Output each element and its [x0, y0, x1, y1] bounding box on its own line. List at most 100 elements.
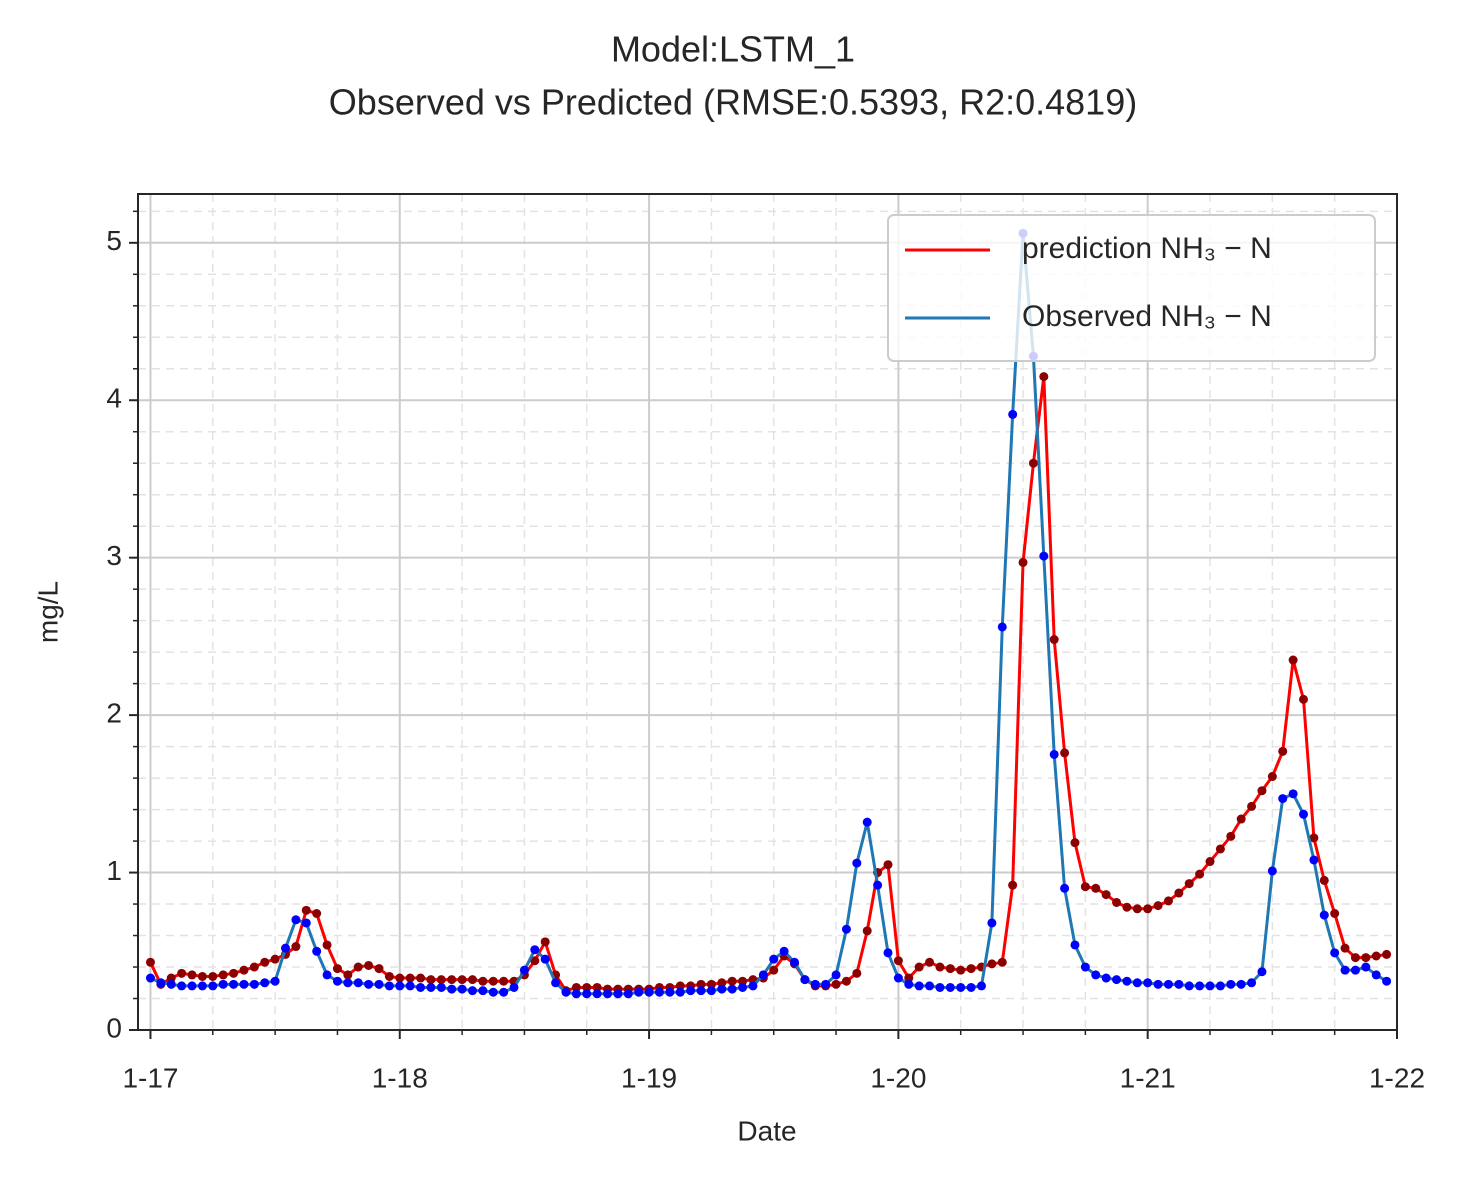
data-point: [1267, 772, 1277, 782]
data-point: [384, 981, 394, 991]
legend: prediction NH₃ − N Observed NH₃ − N: [887, 214, 1376, 362]
data-point: [1184, 879, 1194, 889]
data-point: [1163, 979, 1173, 989]
data-point: [488, 987, 498, 997]
data-point: [831, 979, 841, 989]
x-axis-label: Date: [737, 1115, 796, 1146]
data-point: [218, 970, 228, 980]
data-point: [208, 971, 218, 981]
data-point: [332, 976, 342, 986]
data-point: [1122, 902, 1132, 912]
data-point: [1028, 458, 1038, 468]
data-point: [1060, 748, 1070, 758]
data-point: [769, 954, 779, 964]
data-point: [270, 976, 280, 986]
data-point: [322, 970, 332, 980]
data-point: [260, 978, 270, 988]
data-point: [665, 987, 675, 997]
data-point: [800, 975, 810, 985]
data-point: [1299, 809, 1309, 819]
data-point: [956, 965, 966, 975]
data-point: [935, 982, 945, 992]
data-point: [1340, 965, 1350, 975]
data-point: [644, 987, 654, 997]
data-point: [987, 918, 997, 928]
legend-label: Observed NH₃ − N: [1022, 300, 1272, 333]
y-axis-label: mg/L: [32, 581, 63, 643]
data-point: [623, 989, 633, 999]
data-point: [291, 942, 301, 952]
x-tick-label: 1-18: [372, 1062, 428, 1093]
y-tick-label: 4: [106, 383, 122, 414]
data-point: [426, 982, 436, 992]
data-point: [1236, 814, 1246, 824]
data-point: [893, 956, 903, 966]
data-point: [1247, 978, 1257, 988]
data-point: [717, 978, 727, 988]
data-point: [291, 915, 301, 925]
data-point: [925, 981, 935, 991]
legend-box: [887, 214, 1376, 362]
data-point: [260, 957, 270, 967]
y-tick-label: 5: [106, 225, 122, 256]
data-point: [1008, 880, 1018, 890]
data-point: [582, 989, 592, 999]
data-point: [613, 989, 623, 999]
data-point: [1080, 962, 1090, 972]
data-point: [1174, 888, 1184, 898]
data-point: [914, 981, 924, 991]
data-point: [1112, 975, 1122, 985]
data-point: [457, 984, 467, 994]
data-point: [1340, 943, 1350, 953]
data-point: [592, 982, 602, 992]
data-point: [197, 981, 207, 991]
data-point: [634, 987, 644, 997]
data-point: [873, 880, 883, 890]
data-point: [571, 982, 581, 992]
data-point: [925, 957, 935, 967]
data-point: [1382, 976, 1392, 986]
data-point: [1091, 883, 1101, 893]
data-point: [145, 957, 155, 967]
data-point: [1278, 746, 1288, 756]
data-point: [1070, 838, 1080, 848]
data-point: [1060, 883, 1070, 893]
data-point: [592, 989, 602, 999]
data-point: [748, 981, 758, 991]
data-point: [478, 986, 488, 996]
data-point: [177, 981, 187, 991]
data-point: [1163, 896, 1173, 906]
data-point: [1309, 833, 1319, 843]
data-point: [738, 976, 748, 986]
data-point: [717, 984, 727, 994]
data-point: [447, 975, 457, 985]
y-tick-label: 3: [106, 540, 122, 571]
data-point: [229, 979, 239, 989]
data-point: [208, 981, 218, 991]
data-point: [488, 976, 498, 986]
data-point: [862, 817, 872, 827]
data-point: [779, 946, 789, 956]
data-point: [1288, 655, 1298, 665]
data-point: [1215, 844, 1225, 854]
data-point: [239, 979, 249, 989]
data-point: [1039, 372, 1049, 382]
data-point: [467, 986, 477, 996]
data-point: [1195, 981, 1205, 991]
data-point: [904, 979, 914, 989]
data-point: [1350, 965, 1360, 975]
data-point: [1382, 949, 1392, 959]
data-point: [197, 971, 207, 981]
data-point: [187, 970, 197, 980]
data-point: [1288, 789, 1298, 799]
data-point: [530, 956, 540, 966]
data-point: [1049, 749, 1059, 759]
data-point: [1257, 786, 1267, 796]
data-point: [530, 945, 540, 955]
data-point: [187, 981, 197, 991]
data-point: [769, 965, 779, 975]
data-point: [364, 979, 374, 989]
data-point: [218, 979, 228, 989]
data-point: [1039, 551, 1049, 561]
data-point: [841, 924, 851, 934]
